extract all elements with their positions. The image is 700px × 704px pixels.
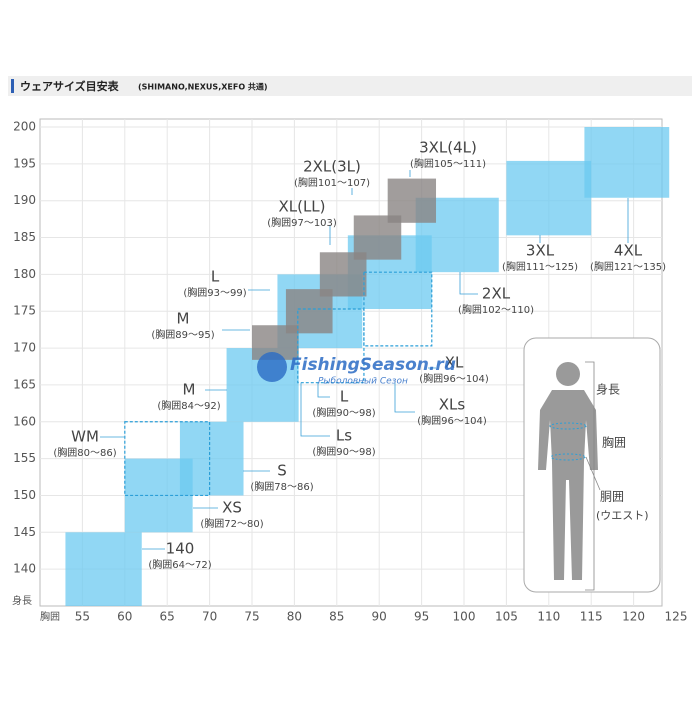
size-name: M — [183, 381, 196, 399]
x-tick-label: 90 — [372, 610, 387, 624]
size-name: Ls — [336, 427, 352, 445]
size-range: (胸囲96〜104) — [417, 414, 487, 427]
size-name: S — [277, 462, 287, 480]
header-title: ウェアサイズ目安表 — [20, 79, 120, 93]
x-tick-label: 70 — [202, 610, 217, 624]
size-box — [506, 160, 592, 236]
size-range: (胸囲121〜135) — [590, 260, 666, 273]
y-tick-label: 165 — [13, 377, 36, 391]
size-range: (胸囲93〜99) — [183, 286, 246, 299]
size-name: L — [340, 388, 349, 406]
chest-line — [549, 422, 587, 430]
size-box — [353, 215, 402, 260]
size-name: 3XL — [526, 242, 555, 260]
size-range: (胸囲101〜107) — [294, 176, 370, 189]
x-tick-label: 115 — [580, 610, 603, 624]
size-name: 4XL — [614, 242, 643, 260]
x-tick-label: 95 — [414, 610, 429, 624]
size-name: XL(LL) — [278, 198, 325, 216]
figure-silhouette — [538, 362, 598, 580]
x-tick-label: 85 — [329, 610, 344, 624]
size-box — [124, 495, 193, 533]
leader-line — [317, 383, 330, 398]
leader-line — [300, 383, 330, 437]
watermark-title: FishingSeason.ru — [290, 355, 456, 375]
size-box — [297, 308, 365, 384]
y-tick-label: 170 — [13, 341, 36, 355]
y-tick-label: 190 — [13, 193, 36, 207]
y-tick-label: 145 — [13, 525, 36, 539]
y-tick-label: 160 — [13, 414, 36, 428]
size-name: 3XL(4L) — [419, 139, 477, 157]
x-tick-label: 65 — [160, 610, 175, 624]
size-name: 2XL(3L) — [303, 158, 361, 176]
y-tick-label: 155 — [13, 451, 36, 465]
figure-body — [538, 390, 598, 580]
size-box — [65, 532, 142, 606]
size-range: (胸囲78〜86) — [250, 480, 313, 493]
x-tick-label: 80 — [287, 610, 302, 624]
x-tick-label: 55 — [75, 610, 90, 624]
size-range: (胸囲105〜111) — [410, 157, 486, 170]
x-tick-label: 120 — [622, 610, 645, 624]
header-subtitle: (SHIMANO,NEXUS,XEFO 共通) — [138, 82, 268, 92]
y-tick-label: 150 — [13, 488, 36, 502]
leader-line — [394, 383, 415, 413]
y-tick-label: 185 — [13, 230, 36, 244]
size-range: (胸囲90〜98) — [312, 406, 375, 419]
size-name: XLs — [439, 396, 466, 414]
y-tick-label: 140 — [13, 562, 36, 576]
size-name: XS — [222, 499, 242, 517]
figure-height: 身長 — [596, 382, 620, 397]
size-range: (胸囲90〜98) — [312, 445, 375, 458]
size-range: (胸囲72〜80) — [200, 517, 263, 530]
y-tick-label: 175 — [13, 304, 36, 318]
size-name: M — [177, 310, 190, 328]
size-range: (胸囲96〜104) — [419, 372, 489, 385]
size-name: XL — [445, 354, 464, 372]
watermark-subtitle: Рыболовный Сезон — [318, 377, 408, 387]
size-box — [584, 127, 670, 198]
size-range: (胸囲84〜92) — [157, 399, 220, 412]
watermark-logo — [257, 352, 287, 382]
size-box — [124, 421, 211, 497]
size-range: (胸囲102〜110) — [458, 303, 534, 316]
y-tick-label: 195 — [13, 156, 36, 170]
size-name: L — [211, 268, 220, 286]
size-name: 2XL — [482, 285, 511, 303]
size-name: 140 — [166, 540, 195, 558]
size-range: (胸囲80〜86) — [53, 446, 116, 459]
x-tick-label: 75 — [244, 610, 259, 624]
figure-chest: 胸囲 — [602, 435, 626, 450]
size-box — [387, 178, 437, 223]
header-bar — [8, 76, 692, 96]
y-axis-label: 身長 — [12, 594, 32, 607]
figure-waist: 胴囲 — [600, 490, 624, 504]
x-axis-label: 胸囲 — [40, 610, 60, 623]
size-range: (胸囲64〜72) — [148, 558, 211, 571]
size-range: (胸囲89〜95) — [151, 328, 214, 341]
x-tick-label: 105 — [495, 610, 518, 624]
waist-leader — [585, 456, 601, 491]
x-tick-label: 100 — [453, 610, 476, 624]
x-tick-label: 60 — [117, 610, 132, 624]
size-range: (胸囲111〜125) — [502, 260, 578, 273]
figure-head — [556, 362, 580, 386]
size-range: (胸囲97〜103) — [267, 216, 337, 229]
x-tick-label: 110 — [537, 610, 560, 624]
size-box — [363, 271, 433, 347]
header-marker — [11, 79, 14, 93]
size-box — [179, 421, 244, 496]
waist-line — [550, 453, 586, 461]
size-name: WM — [71, 428, 99, 446]
y-tick-label: 180 — [13, 267, 36, 281]
leader-line — [459, 272, 478, 295]
y-tick-label: 200 — [13, 120, 36, 134]
x-tick-label: 125 — [665, 610, 688, 624]
figure-waist-note: (ウエスト) — [596, 509, 649, 522]
